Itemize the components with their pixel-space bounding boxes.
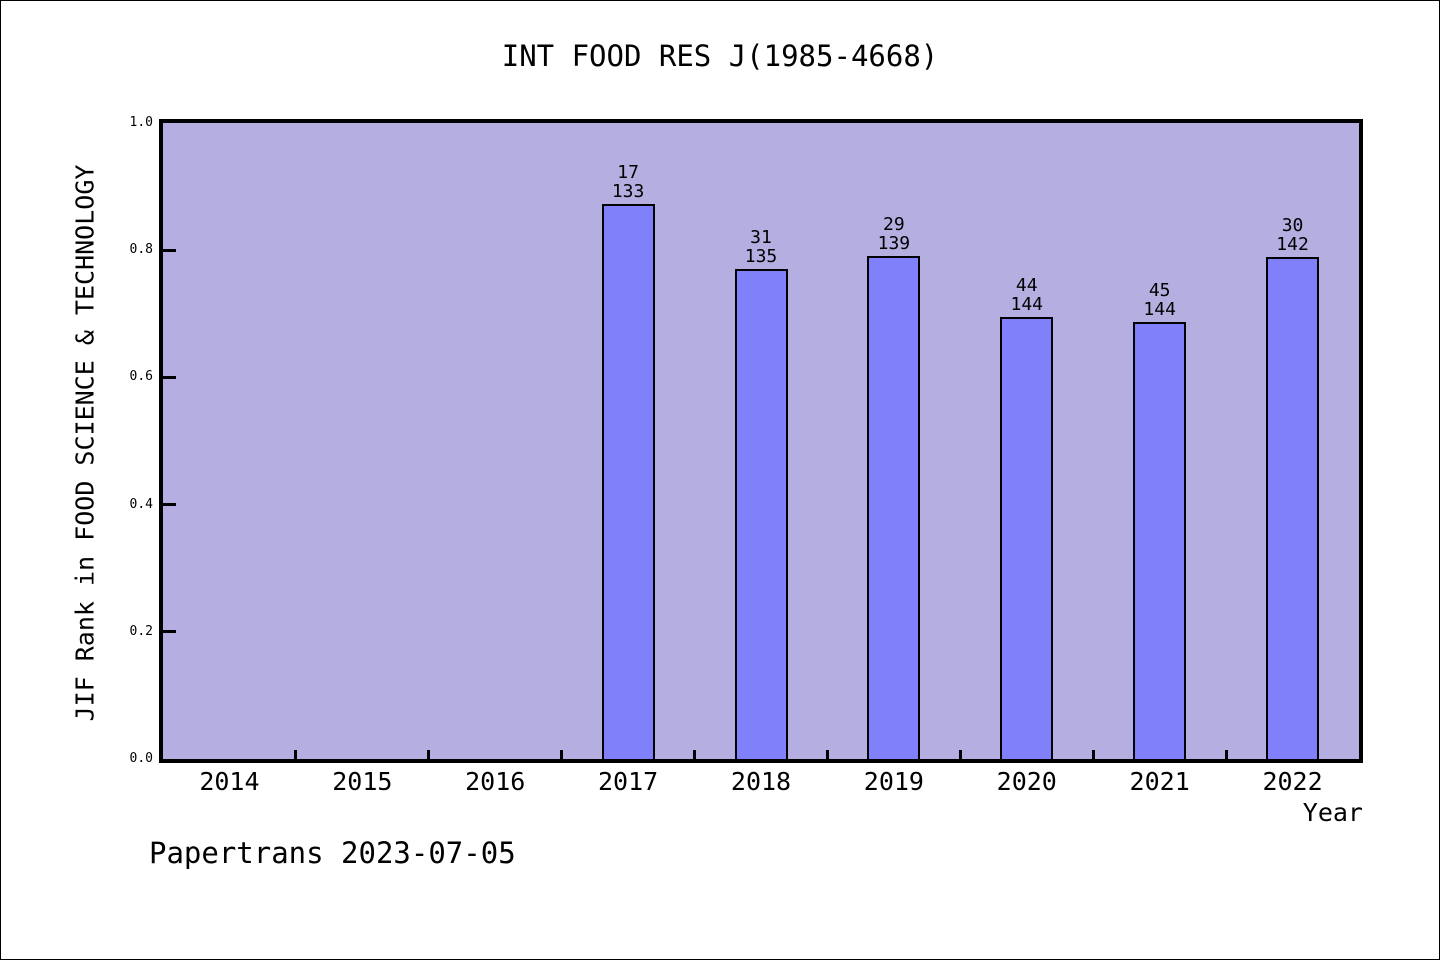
- bar-value-label-2017: 17 133: [611, 162, 645, 203]
- bar-value-label-2020: 44 144: [1010, 275, 1044, 316]
- x-tick-label-2014: 2014: [199, 767, 260, 796]
- x-tick-label-2016: 2016: [465, 767, 526, 796]
- bar-value-label-2022: 30 142: [1276, 215, 1309, 256]
- watermark-text: Papertrans 2023-07-05: [149, 836, 516, 870]
- x-axis-label: Year: [1302, 798, 1363, 827]
- bar-2017: [601, 204, 655, 759]
- y-tick-label-0.4: 0.4: [129, 496, 153, 512]
- x-minor-tick: [1091, 750, 1095, 759]
- bar-2019: [867, 255, 921, 759]
- x-tick-label-2020: 2020: [996, 767, 1057, 796]
- plot-area: 17 133 31 135 29 139 44 144 45 144 30 142: [159, 119, 1363, 763]
- x-tick-label-2021: 2021: [1129, 767, 1190, 796]
- bar-2022: [1266, 257, 1320, 759]
- bar-2021: [1133, 321, 1187, 759]
- bar-value-label-2018: 31 135: [744, 227, 778, 268]
- chart-title: INT FOOD RES J(1985-4668): [501, 39, 939, 73]
- y-tick-label-1.0: 1.0: [129, 115, 153, 130]
- x-minor-tick: [693, 750, 697, 759]
- y-tick-label-0.0: 0.0: [129, 751, 153, 766]
- x-tick-label-2015: 2015: [332, 767, 393, 796]
- bar-value-label-2019: 29 139: [877, 213, 911, 254]
- y-tick-label-0.6: 0.6: [129, 369, 153, 385]
- y-tick-label-0.8: 0.8: [129, 242, 153, 258]
- y-tick-mark-0.8: [163, 248, 176, 252]
- y-tick-mark-0.6: [163, 375, 176, 379]
- y-tick-mark-0.4: [163, 503, 176, 507]
- y-tick-label-0.2: 0.2: [129, 623, 153, 639]
- y-axis-label: JIF Rank in FOOD SCIENCE & TECHNOLOGY: [70, 164, 100, 722]
- bar-2018: [734, 269, 788, 759]
- bar-value-label-2021: 45 144: [1143, 279, 1176, 320]
- x-minor-tick: [560, 750, 564, 759]
- x-tick-label-2017: 2017: [598, 767, 659, 796]
- x-minor-tick: [825, 750, 829, 759]
- x-tick-label-2018: 2018: [730, 767, 792, 796]
- x-minor-tick: [958, 750, 962, 759]
- x-minor-tick: [1224, 750, 1228, 759]
- bar-2020: [1000, 317, 1054, 759]
- x-minor-tick: [294, 750, 298, 759]
- y-tick-mark-0.2: [163, 630, 176, 634]
- x-tick-label-2019: 2019: [863, 767, 924, 796]
- x-minor-tick: [427, 750, 431, 759]
- x-tick-label-2022: 2022: [1262, 767, 1323, 796]
